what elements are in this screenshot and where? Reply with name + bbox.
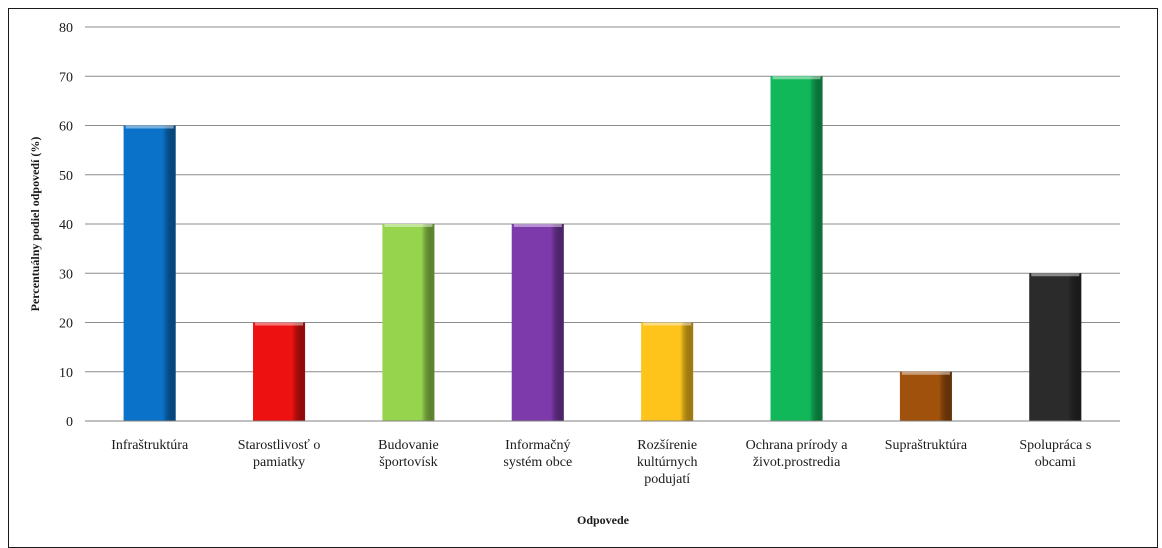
y-tick-label: 50 — [59, 169, 73, 184]
bar-chart: 0 10 20 30 40 50 60 70 80 Infraštruktúra Starostl… — [28, 21, 1120, 527]
x-tick-label: Ochrana prírody a život.prostredia — [746, 438, 849, 470]
bar-top-highlight — [643, 322, 692, 326]
x-tick-label-line: podujatí — [644, 472, 690, 487]
x-tick-label-line: športovísk — [379, 455, 437, 470]
y-tick-label: 60 — [59, 120, 73, 135]
x-tick-label-line: Infraštruktúra — [111, 438, 189, 453]
bar-top-highlight — [125, 125, 174, 129]
x-tick-label-line: obcami — [1035, 455, 1076, 470]
x-tick-label: Informačný systém obce — [503, 438, 572, 470]
y-tick-label: 10 — [59, 366, 73, 381]
x-tick-label-line: Ochrana prírody a — [746, 438, 849, 453]
bar-shading — [382, 224, 435, 421]
x-tick-label-line: kultúrnych — [637, 455, 698, 470]
bar-group — [253, 322, 306, 421]
bar-top-highlight — [384, 224, 433, 227]
bar-top-highlight — [772, 76, 821, 80]
x-tick-label-line: Supraštruktúra — [885, 438, 968, 453]
y-axis-ticks: 0 10 20 30 40 50 60 70 80 — [59, 21, 73, 430]
bar-group — [511, 224, 564, 421]
x-tick-label-line: Starostlivosť o — [238, 438, 321, 453]
y-tick-label: 80 — [59, 21, 73, 36]
x-tick-label-line: pamiatky — [253, 455, 305, 470]
x-tick-label: Infraštruktúra — [111, 438, 189, 453]
x-tick-label-line: Spolupráca s — [1019, 438, 1091, 453]
x-tick-label: Starostlivosť o pamiatky — [238, 438, 321, 470]
bar-shading — [641, 322, 694, 421]
x-tick-label-line: Budovanie — [378, 438, 439, 453]
bar-shading — [899, 371, 952, 421]
bar-group — [899, 371, 952, 421]
x-tick-label-line: Informačný — [505, 438, 570, 453]
gridlines — [85, 26, 1120, 373]
chart-frame — [8, 8, 1158, 548]
x-tick-label-line: systém obce — [503, 455, 572, 470]
bar-shading — [253, 322, 306, 421]
y-tick-label: 20 — [59, 317, 73, 332]
bar-group — [123, 125, 176, 421]
x-tick-label: Rozšírenie kultúrnych podujatí — [637, 438, 698, 487]
y-axis-title: Percentuálny podiel odpovedí (%) — [28, 137, 42, 312]
y-tick-label: 40 — [59, 218, 73, 233]
bar-group — [1029, 273, 1082, 421]
bar-shading — [123, 125, 176, 421]
x-tick-label: Budovanie športovísk — [378, 438, 439, 470]
bar-group — [770, 76, 823, 421]
y-tick-label: 0 — [66, 415, 73, 430]
x-axis-categories: Infraštruktúra Starostlivosť o pamiatky Bud… — [111, 438, 1091, 487]
bar-group — [382, 224, 435, 421]
y-tick-label: 70 — [59, 70, 73, 85]
x-tick-label: Supraštruktúra — [885, 438, 968, 453]
bar-top-highlight — [513, 224, 562, 227]
x-tick-label-line: život.prostredia — [753, 455, 841, 470]
y-tick-label: 30 — [59, 267, 73, 282]
bar-shading — [770, 76, 823, 421]
bar-top-highlight — [1031, 273, 1080, 277]
bar-shading — [511, 224, 564, 421]
x-axis-title: Odpovede — [577, 513, 630, 527]
bar-top-highlight — [901, 371, 950, 375]
bar-group — [641, 322, 694, 421]
bars — [123, 76, 1082, 421]
bar-shading — [1029, 273, 1082, 421]
x-tick-label: Spolupráca s obcami — [1019, 438, 1091, 470]
x-tick-label-line: Rozšírenie — [637, 438, 697, 453]
bar-top-highlight — [255, 322, 304, 326]
